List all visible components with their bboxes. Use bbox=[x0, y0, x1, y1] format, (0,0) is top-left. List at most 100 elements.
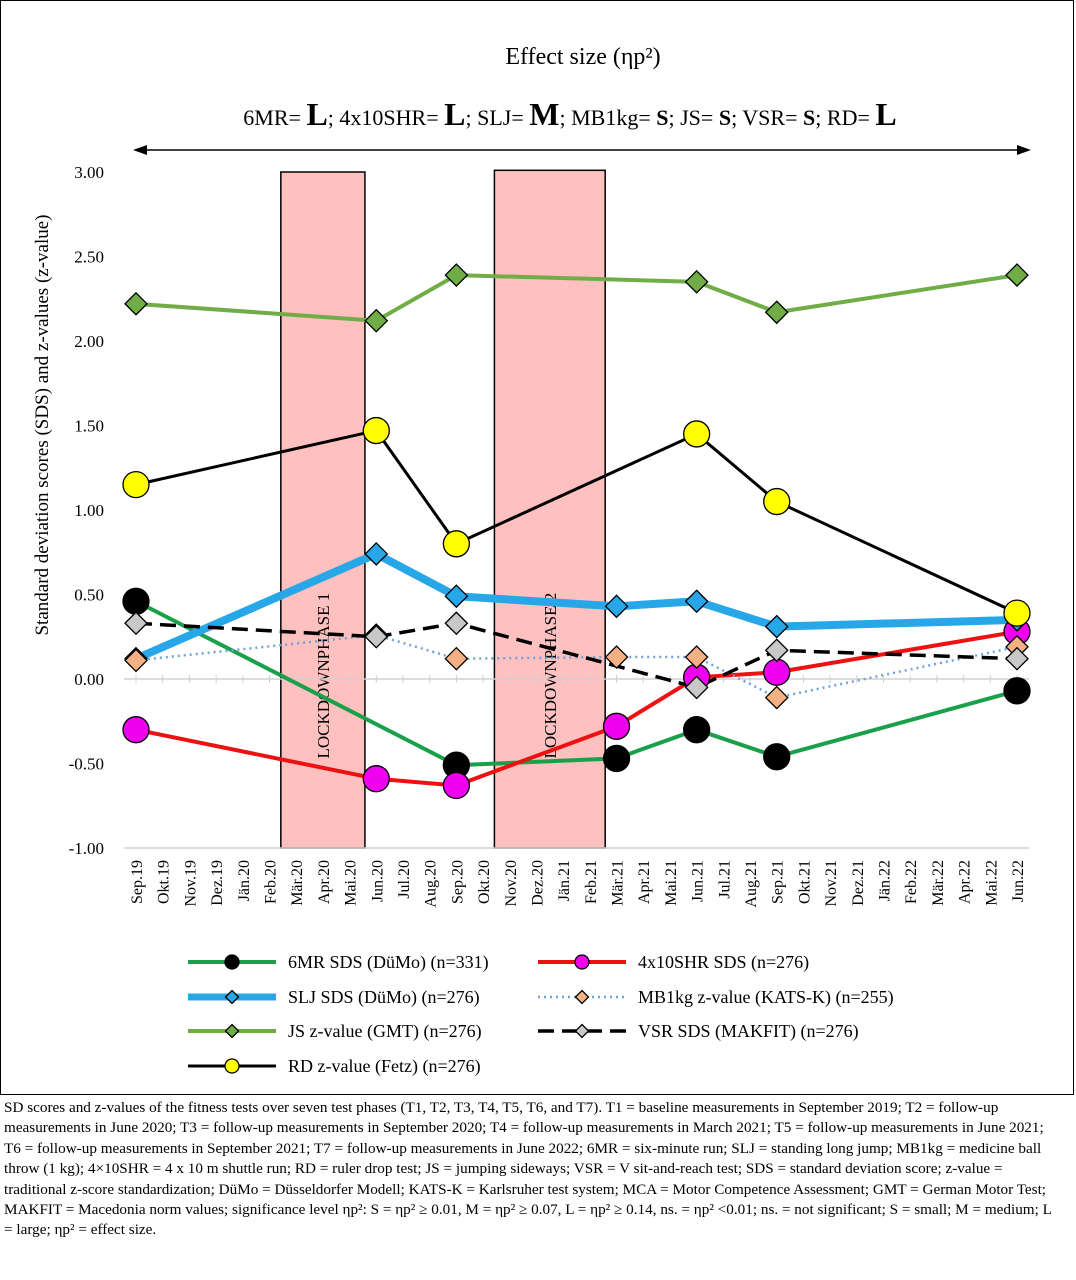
effect-label-1: 4x10SHR= bbox=[339, 105, 444, 130]
lockdown-label-2: LOCKDOWNPHASE 2 bbox=[541, 593, 560, 759]
legend-item-4: JS z-value (GMT) (n=276) bbox=[188, 1021, 482, 1042]
data-point bbox=[1003, 677, 1031, 705]
x-tick-label: Apr.21 bbox=[636, 860, 653, 904]
effect-size-1: L bbox=[444, 96, 465, 132]
data-point bbox=[682, 420, 711, 448]
effect-size-6: L bbox=[875, 96, 896, 132]
x-tick-label: Okt.20 bbox=[476, 860, 493, 904]
y-tick-label: -0.50 bbox=[69, 755, 104, 774]
data-point bbox=[444, 611, 469, 636]
fitness-chart: Effect size (ηp²) 6MR= L; 4x10SHR= L; SL… bbox=[32, 44, 1031, 1077]
data-point bbox=[124, 291, 148, 316]
effect-size-4: S bbox=[719, 105, 731, 130]
data-point bbox=[124, 648, 148, 673]
data-point bbox=[763, 658, 791, 686]
chart-axes: Standard deviation scores (SDS) and z-va… bbox=[32, 163, 1029, 908]
x-tick-label: Mai.22 bbox=[983, 860, 1000, 906]
effect-sep-1: ; bbox=[465, 105, 477, 130]
data-point bbox=[1005, 263, 1029, 288]
data-point bbox=[604, 594, 629, 619]
y-tick-label: 3.00 bbox=[74, 163, 104, 182]
data-point bbox=[444, 584, 469, 609]
legend-label: 6MR SDS (DüMo) (n=331) bbox=[288, 952, 489, 973]
series-line-4 bbox=[135, 273, 1018, 323]
series-line-5 bbox=[135, 621, 1018, 690]
legend-swatch-marker bbox=[224, 1023, 240, 1039]
data-point bbox=[1005, 646, 1029, 671]
timeline-arrow-left-head bbox=[133, 145, 147, 155]
x-tick-label: Nov.19 bbox=[182, 860, 199, 907]
data-point bbox=[684, 589, 709, 614]
legend-swatch-marker bbox=[224, 1058, 240, 1074]
data-series bbox=[122, 263, 1031, 800]
series-line-0 bbox=[135, 599, 1018, 768]
series-markers-5 bbox=[124, 611, 1029, 700]
legend-item-6: RD z-value (Fetz) (n=276) bbox=[188, 1056, 481, 1077]
x-tick-label: Mai.20 bbox=[343, 860, 360, 906]
effect-size-5: S bbox=[803, 105, 815, 130]
data-point bbox=[364, 624, 389, 649]
x-tick-label: Sep.21 bbox=[770, 860, 787, 904]
series-markers-4 bbox=[124, 263, 1029, 333]
data-point bbox=[684, 675, 709, 700]
data-point bbox=[442, 530, 471, 558]
data-point bbox=[684, 269, 709, 294]
x-tick-label: Feb.20 bbox=[262, 860, 279, 904]
series-4 bbox=[135, 273, 1018, 323]
x-tick-label: Apr.22 bbox=[957, 860, 974, 904]
effect-size-header: Effect size (ηp²) 6MR= L; 4x10SHR= L; SL… bbox=[133, 44, 1031, 155]
chart-legend: 6MR SDS (DüMo) (n=331) 4x10SHR SDS (n=276… bbox=[188, 952, 894, 1077]
data-point bbox=[364, 308, 389, 333]
x-tick-label: Jul.20 bbox=[396, 860, 413, 899]
x-tick-label: Mär.20 bbox=[289, 860, 306, 906]
x-tick-label: Jän.20 bbox=[236, 860, 253, 901]
series-5 bbox=[135, 621, 1018, 690]
series-markers-0 bbox=[122, 587, 1031, 779]
data-point bbox=[442, 771, 471, 800]
effect-size-title: Effect size (ηp²) bbox=[505, 44, 660, 70]
x-tick-label: Sep.20 bbox=[449, 860, 466, 904]
data-point bbox=[1003, 599, 1031, 627]
effect-label-2: SLJ= bbox=[477, 105, 529, 130]
effect-size-2: M bbox=[529, 96, 559, 132]
x-tick-label: Dez.21 bbox=[850, 860, 867, 906]
data-point bbox=[124, 611, 148, 636]
x-tick-label: Okt.21 bbox=[796, 860, 813, 904]
legend-label: JS z-value (GMT) (n=276) bbox=[288, 1021, 482, 1042]
data-point bbox=[764, 638, 789, 663]
x-tick-label: Mär.22 bbox=[930, 860, 947, 906]
legend-item-5: VSR SDS (MAKFIT) (n=276) bbox=[538, 1021, 859, 1042]
data-point bbox=[764, 685, 789, 710]
data-point bbox=[684, 645, 709, 669]
x-tick-label: Jun.21 bbox=[690, 860, 707, 902]
timeline-arrow-right-head bbox=[1017, 145, 1031, 155]
effect-size-0: L bbox=[306, 96, 327, 132]
data-point bbox=[602, 744, 631, 773]
series-line-6 bbox=[135, 429, 1018, 615]
legend-swatch-marker bbox=[224, 989, 240, 1005]
x-tick-label: Mai.21 bbox=[663, 860, 680, 906]
x-tick-label: Jul.21 bbox=[716, 860, 733, 899]
data-point bbox=[364, 542, 389, 566]
y-tick-label: -1.00 bbox=[69, 839, 104, 858]
series-6 bbox=[135, 429, 1018, 615]
data-point bbox=[604, 645, 629, 669]
x-tick-label: Jun.20 bbox=[369, 860, 386, 902]
legend-swatch-marker bbox=[574, 954, 590, 970]
effect-sep-5: ; bbox=[815, 105, 827, 130]
x-tick-label: Jän.22 bbox=[877, 860, 894, 901]
x-tick-label: Nov.20 bbox=[503, 860, 520, 907]
data-point bbox=[122, 587, 150, 615]
legend-label: MB1kg z-value (KATS-K) (n=255) bbox=[638, 987, 894, 1008]
data-point bbox=[763, 487, 791, 516]
caption-text: SD scores and z-values of the fitness te… bbox=[4, 1099, 1052, 1239]
data-point bbox=[763, 743, 791, 771]
legend-label: VSR SDS (MAKFIT) (n=276) bbox=[638, 1021, 859, 1042]
y-tick-label: 1.00 bbox=[74, 501, 104, 520]
x-tick-label: Nov.21 bbox=[823, 860, 840, 907]
figure-caption: SD scores and z-values of the fitness te… bbox=[4, 1098, 1054, 1241]
x-tick-label: Okt.19 bbox=[156, 860, 173, 904]
series-markers-6 bbox=[122, 416, 1031, 627]
data-point bbox=[362, 765, 390, 793]
effect-sep-4: ; bbox=[731, 105, 742, 130]
